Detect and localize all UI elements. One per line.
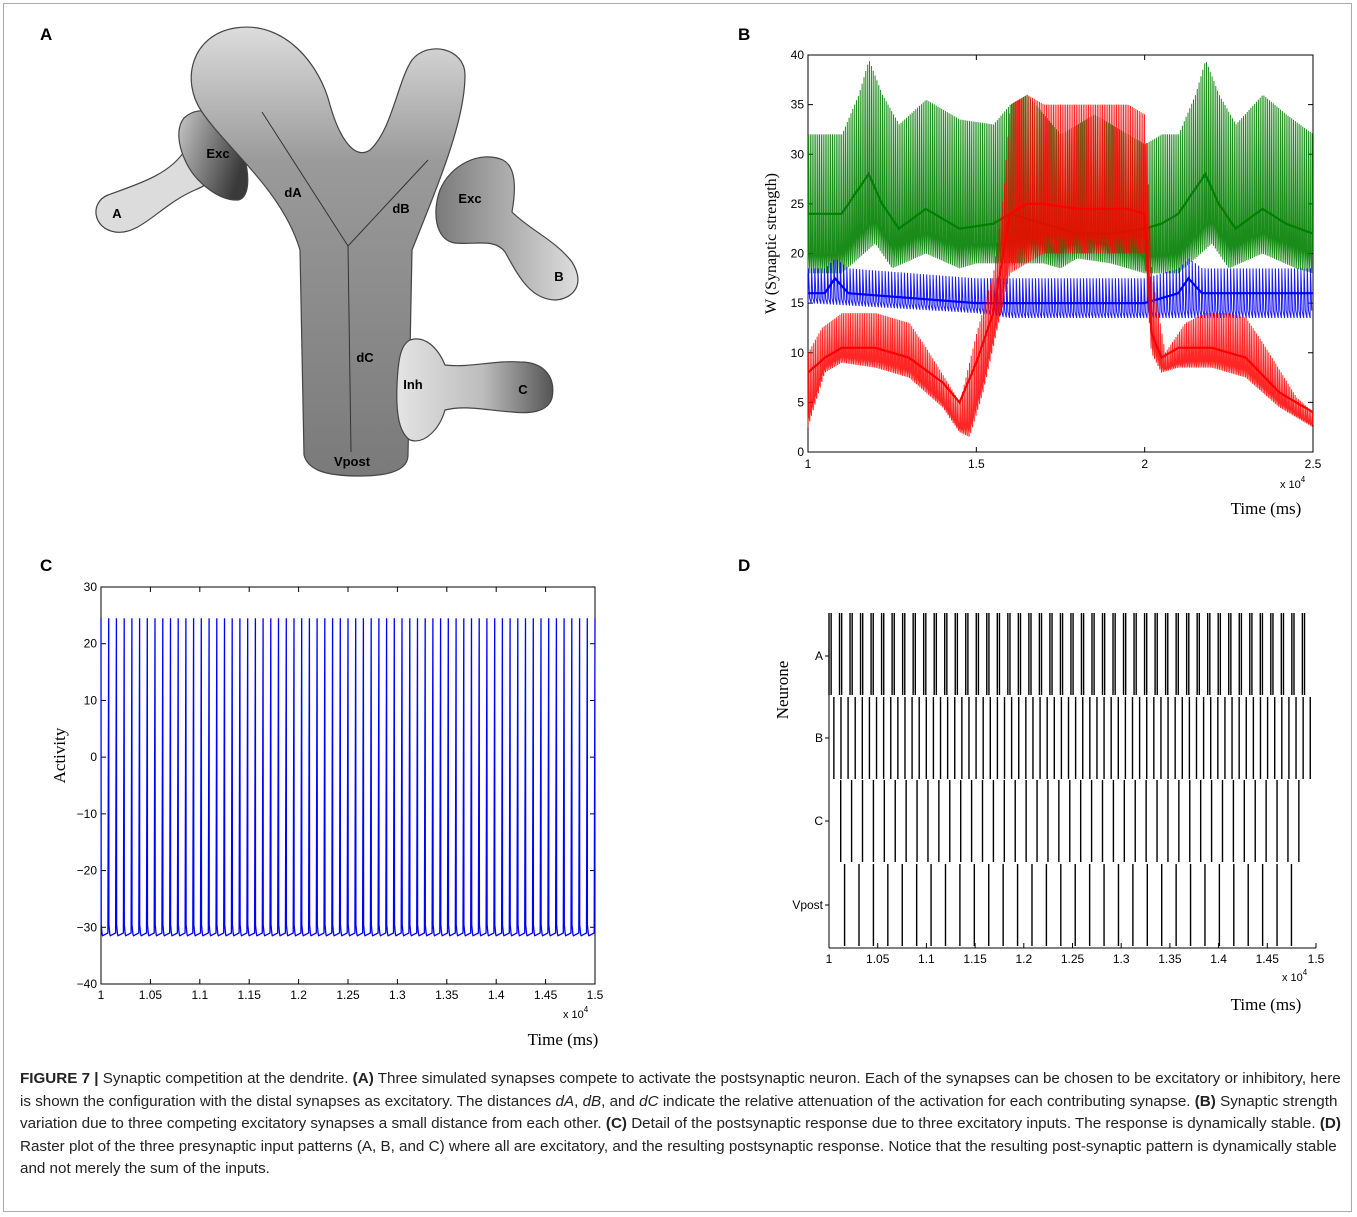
caption-dc: dC [639, 1092, 659, 1110]
panel-c-letter: C [40, 556, 53, 575]
dendrite-tree [190, 26, 466, 477]
caption-b-text: Synaptic strength variation due to three… [20, 1092, 1338, 1133]
chart-d-row-label: C [814, 814, 823, 828]
figure-frame [3, 3, 1352, 1212]
chart-b-ytick-label: 30 [791, 147, 805, 161]
label-exc-right: Exc [458, 191, 481, 206]
chart-b-ylabel: W (Synaptic strength) [763, 173, 780, 314]
chart-c-xtick-label: 1.25 [336, 988, 360, 1002]
chart-d-xtick-label: 1.1 [918, 952, 935, 966]
chart-b-xlabel: Time (ms) [1231, 499, 1302, 518]
chart-b-multiplier: x 104 [1280, 475, 1306, 491]
chart-b-series-mean [807, 202, 1314, 414]
chart-c-activity-trace [100, 618, 596, 937]
chart-c-ytick-label: 30 [84, 580, 98, 594]
panel-d-letter: D [738, 556, 751, 575]
chart-b-ytick-label: 40 [791, 48, 805, 62]
chart-b-ytick-label: 35 [791, 98, 805, 112]
chart-b-ytick-label: 10 [791, 346, 805, 360]
chart-c-xtick-label: 1.2 [290, 988, 307, 1002]
label-exc-left: Exc [206, 146, 229, 161]
chart-c-ytick-label: −20 [77, 864, 98, 878]
caption-c-tag: (C) [605, 1115, 627, 1132]
label-inh: Inh [403, 377, 423, 392]
caption-d-text: Raster plot of the three presynaptic inp… [20, 1137, 1337, 1178]
chart-c-multiplier: x 104 [563, 1005, 589, 1021]
chart-b-ytick-label: 15 [791, 296, 805, 310]
chart-b-ytick-label: 5 [797, 395, 804, 409]
chart-d-multiplier: x 104 [1282, 968, 1308, 984]
chart-d-xtick-label: 1.35 [1158, 952, 1182, 966]
chart-c-ytick-label: 20 [84, 637, 98, 651]
caption-a-text-2: indicate the relative attenuation of the… [662, 1092, 1191, 1110]
caption-a-text-1: Three simulated synapses compete to acti… [20, 1070, 1341, 1110]
label-c: C [518, 382, 528, 397]
chart-d-xtick-label: 1.5 [1308, 952, 1325, 966]
figure-caption: FIGURE 7 | Synaptic competition at the d… [20, 1068, 1342, 1181]
chart-d-row-label: A [815, 649, 823, 663]
caption-figure-number: FIGURE 7 | [20, 1070, 99, 1087]
chart-b-xtick-label: 2 [1141, 457, 1148, 471]
chart-d-ylabel: Neurone [773, 661, 792, 720]
chart-b-ytick-label: 20 [791, 247, 805, 261]
chart-d-xtick-label: 1.4 [1210, 952, 1227, 966]
label-da: dA [284, 185, 302, 200]
caption-title: Synaptic competition at the dendrite. [102, 1070, 349, 1087]
chart-c-xtick-label: 1.35 [435, 988, 459, 1002]
chart-d-row-label: B [815, 731, 823, 745]
chart-d-xtick-label: 1.2 [1015, 952, 1032, 966]
chart-c-xtick-label: 1 [98, 988, 105, 1002]
chart-d-row-label: Vpost [792, 898, 823, 912]
chart-d-xtick-label: 1.3 [1113, 952, 1130, 966]
chart-c-ytick-label: 0 [90, 750, 97, 764]
label-vpost: Vpost [334, 454, 371, 469]
caption-da: dA [555, 1092, 575, 1110]
chart-c-xtick-label: 1.4 [488, 988, 505, 1002]
chart-d-xlabel: Time (ms) [1231, 995, 1302, 1014]
caption-b-tag: (B) [1194, 1092, 1216, 1110]
chart-d-xtick-label: 1 [826, 952, 833, 966]
chart-c-ytick-label: −30 [77, 920, 98, 934]
chart-b-series-oscillation [807, 94, 1314, 437]
chart-c-xtick-label: 1.1 [191, 988, 208, 1002]
caption-c-text: Detail of the postsynaptic response due … [631, 1115, 1316, 1132]
caption-a-tag: (A) [352, 1070, 374, 1087]
synapse-exc-right [435, 156, 579, 301]
chart-b-series-mean [808, 276, 1313, 305]
label-db: dB [392, 201, 409, 216]
chart-c-ytick-label: 10 [84, 693, 98, 707]
label-a: A [112, 206, 122, 221]
chart-c-xtick-label: 1.45 [534, 988, 558, 1002]
caption-and: , and [601, 1092, 635, 1110]
chart-c-ytick-label: −40 [77, 977, 98, 991]
chart-b-xtick-label: 2.5 [1305, 457, 1322, 471]
chart-d-xtick-label: 1.15 [963, 952, 987, 966]
chart-d-xtick-label: 1.45 [1256, 952, 1280, 966]
chart-d-xtick-label: 1.25 [1061, 952, 1085, 966]
panel-b-letter: B [738, 25, 751, 44]
label-dc: dC [356, 350, 374, 365]
caption-comma: , [574, 1092, 579, 1110]
chart-b-xtick-label: 1 [805, 457, 812, 471]
caption-db: dB [582, 1092, 602, 1110]
chart-c-xtick-label: 1.3 [389, 988, 406, 1002]
caption-d-tag: (D) [1319, 1115, 1341, 1132]
chart-b-series-oscillation [807, 258, 1313, 319]
chart-b-ytick-label: 0 [797, 445, 804, 459]
chart-d-xtick-label: 1.05 [866, 952, 890, 966]
synapse-inh [396, 338, 554, 442]
chart-b-ytick-label: 25 [791, 197, 805, 211]
label-b: B [554, 269, 563, 284]
chart-c-xtick-label: 1.5 [587, 988, 604, 1002]
panel-a-letter: A [40, 25, 53, 44]
chart-c-ylabel: Activity [50, 727, 69, 783]
chart-c-xtick-label: 1.15 [238, 988, 262, 1002]
chart-c-ytick-label: −10 [77, 807, 98, 821]
chart-b-xtick-label: 1.5 [968, 457, 985, 471]
chart-c-xtick-label: 1.05 [139, 988, 163, 1002]
chart-c-xlabel: Time (ms) [528, 1030, 599, 1049]
